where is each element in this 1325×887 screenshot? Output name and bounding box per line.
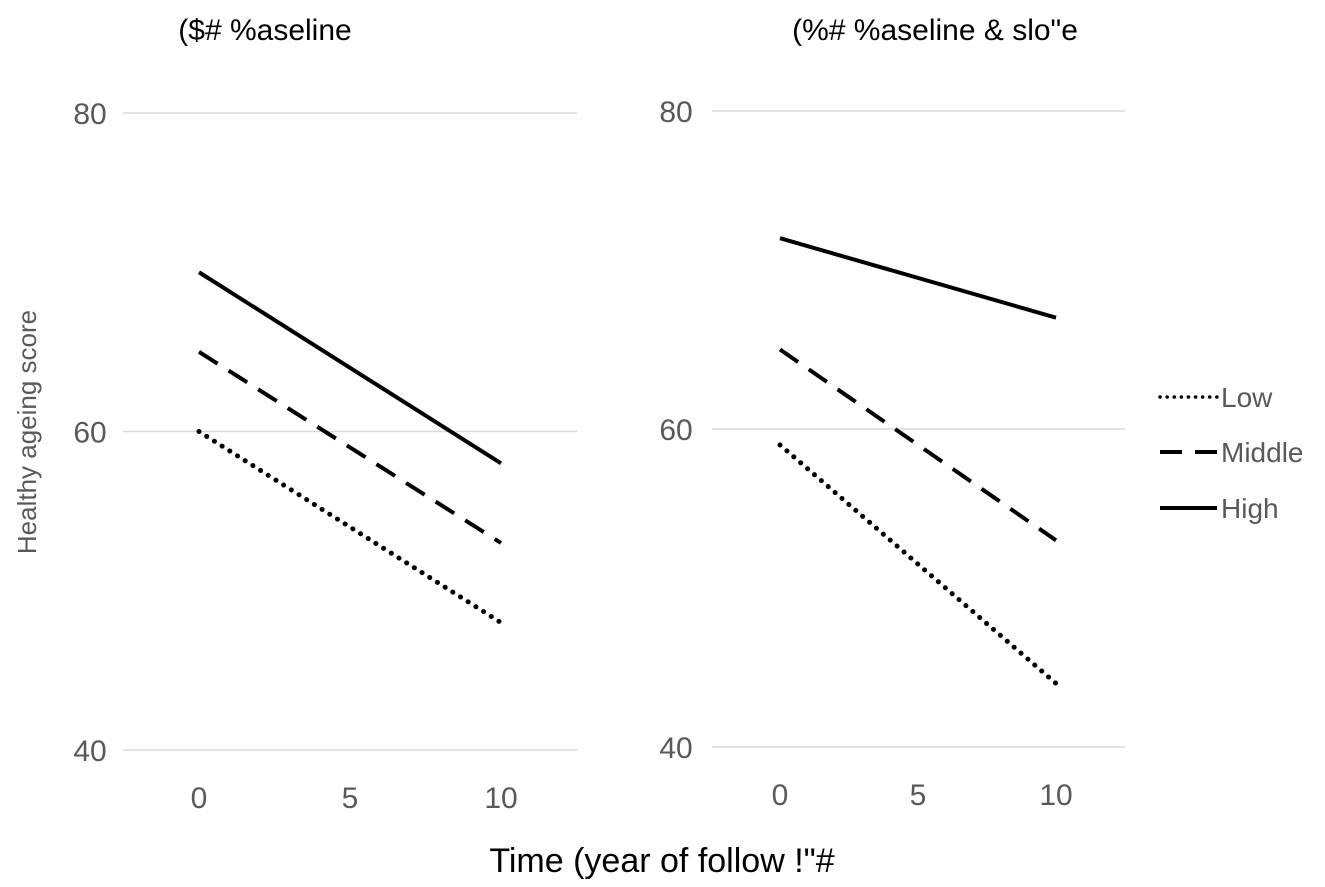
x-tick-label: 0 bbox=[772, 779, 789, 812]
series-line-high bbox=[197, 270, 503, 466]
y-tick-label: 60 bbox=[73, 417, 106, 450]
panel-b-x-ticks: 0 5 10 bbox=[772, 779, 1073, 812]
panel-a-series bbox=[196, 270, 504, 626]
panel-a-y-ticks: 40 60 80 bbox=[73, 98, 106, 768]
y-tick-label: 80 bbox=[659, 96, 692, 129]
y-tick-label: 40 bbox=[659, 732, 692, 765]
panel-a-x-ticks: 0 5 10 bbox=[191, 782, 518, 815]
x-tick-label: 5 bbox=[342, 782, 359, 815]
series-line-middle bbox=[197, 350, 503, 545]
panel-b: (%# %aseline & slo"e 40 60 80 0 5 10 bbox=[659, 14, 1125, 812]
y-tick-label: 60 bbox=[659, 414, 692, 447]
panel-a-title: ($# %aseline bbox=[178, 14, 351, 47]
panel-b-gridlines bbox=[712, 110, 1125, 748]
panel-a: ($# %aseline 40 60 80 0 5 10 bbox=[73, 14, 577, 815]
y-tick-label: 80 bbox=[73, 98, 106, 131]
series-line-high bbox=[779, 236, 1057, 320]
x-tick-label: 10 bbox=[484, 782, 517, 815]
panel-b-y-ticks: 40 60 80 bbox=[659, 96, 692, 765]
series-line-low bbox=[196, 429, 504, 626]
y-axis-label: Healthy ageing score bbox=[12, 310, 42, 554]
legend-label-low: Low bbox=[1221, 382, 1273, 413]
panel-b-title: (%# %aseline & slo"e bbox=[792, 14, 1078, 47]
x-axis-label: Time (year of follow !"# bbox=[489, 842, 834, 880]
series-line-middle bbox=[778, 347, 1058, 542]
panel-b-series bbox=[777, 236, 1059, 686]
legend-label-middle: Middle bbox=[1221, 437, 1303, 468]
x-tick-label: 10 bbox=[1039, 779, 1072, 812]
legend: Low Middle High bbox=[1158, 382, 1303, 524]
series-line-low bbox=[777, 442, 1059, 686]
legend-label-high: High bbox=[1221, 493, 1279, 524]
x-tick-label: 5 bbox=[910, 779, 927, 812]
y-tick-label: 40 bbox=[73, 735, 106, 768]
x-tick-label: 0 bbox=[191, 782, 208, 815]
panel-a-gridlines bbox=[123, 112, 577, 751]
